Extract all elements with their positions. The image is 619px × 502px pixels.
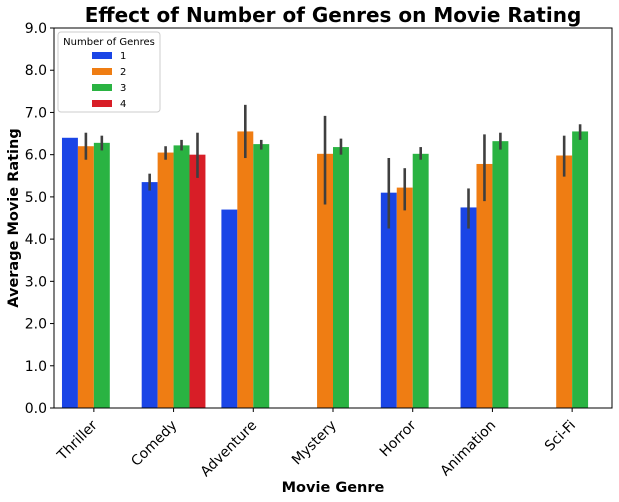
- y-tick-label: 4.0: [25, 232, 47, 248]
- bar-animation-series-2: [476, 163, 493, 408]
- legend: Number of Genres 1 2 3 4: [57, 31, 161, 113]
- bar-comedy-series-3: [173, 145, 190, 408]
- legend-label-series-2: 2: [120, 67, 126, 78]
- x-tick-label: Sci-Fi: [542, 418, 579, 455]
- legend-label-series-4: 4: [120, 99, 126, 110]
- bar-comedy-series-2: [157, 152, 174, 408]
- bars-layer: [61, 131, 589, 409]
- legend-swatch-series-3: [92, 84, 112, 91]
- legend-items: 1 2 3 4: [92, 51, 126, 110]
- x-axis-label: Movie Genre: [282, 480, 385, 496]
- bar-mystery-series-2: [317, 153, 333, 408]
- bar-adventure-series-2: [237, 131, 254, 408]
- bar-horror-series-2: [396, 187, 413, 408]
- legend-label-series-3: 3: [120, 83, 126, 94]
- x-tick-label: Animation: [437, 418, 499, 480]
- y-tick-label: 7.0: [25, 105, 47, 121]
- y-tick-label: 9.0: [25, 21, 47, 37]
- x-axis-ticks: Thriller Comedy Adventure Mystery Horror Anim…: [54, 408, 579, 480]
- error-bars-layer: [84, 104, 582, 229]
- x-tick-label: Thriller: [54, 417, 101, 464]
- x-tick-label: Horror: [377, 417, 420, 460]
- y-tick-label: 8.0: [25, 63, 47, 79]
- y-tick-label: 6.0: [25, 148, 47, 164]
- y-tick-label: 2.0: [25, 317, 47, 333]
- bar-adventure-series-1: [221, 209, 238, 408]
- legend-swatch-series-1: [92, 52, 112, 59]
- legend-swatch-series-2: [92, 68, 112, 75]
- bar-sci-fi-series-2: [556, 155, 573, 408]
- y-tick-label: 5.0: [25, 190, 47, 206]
- legend-title: Number of Genres: [63, 37, 155, 48]
- chart-title: Effect of Number of Genres on Movie Rati…: [85, 3, 582, 27]
- y-tick-label: 1.0: [25, 359, 47, 375]
- bar-thriller-series-2: [77, 146, 94, 408]
- x-tick-label: Mystery: [289, 418, 340, 469]
- bar-thriller-series-3: [93, 142, 110, 408]
- bar-horror-series-1: [380, 192, 397, 408]
- legend-swatch-series-4: [92, 100, 112, 107]
- bar-comedy-series-1: [141, 182, 158, 408]
- bar-comedy-series-4: [189, 154, 206, 408]
- bar-sci-fi-series-3: [572, 131, 589, 408]
- x-tick-label: Comedy: [128, 418, 180, 470]
- bar-adventure-series-3: [253, 144, 270, 409]
- bar-thriller-series-1: [61, 137, 78, 408]
- y-tick-label: 0.0: [25, 401, 47, 417]
- bar-mystery-series-3: [333, 147, 349, 408]
- legend-label-series-1: 1: [120, 51, 126, 62]
- bar-animation-series-3: [492, 141, 509, 408]
- y-tick-label: 3.0: [25, 274, 47, 290]
- y-axis-label: Average Movie Rating: [6, 128, 22, 307]
- bar-animation-series-1: [460, 207, 477, 408]
- x-tick-label: Adventure: [198, 418, 261, 481]
- y-axis-ticks: 0.0 1.0 2.0 3.0 4.0 5.0 6.0 7.0 8.0 9.0: [25, 21, 54, 417]
- bar-horror-series-3: [412, 153, 429, 408]
